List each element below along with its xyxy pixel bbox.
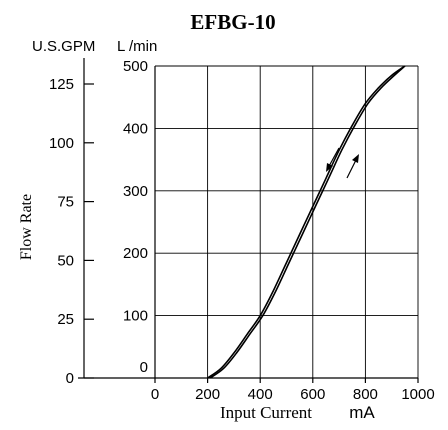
gpm-tick-label-75: 75 [57, 194, 74, 211]
x-tick-label-200: 200 [195, 386, 220, 403]
x-axis-label: Input Current [220, 403, 312, 422]
lmin-tick-label-100: 100 [123, 308, 148, 325]
lmin-tick-label-500: 500 [123, 58, 148, 75]
y-right-unit: L /min [117, 38, 157, 55]
gpm-tick-label-50: 50 [57, 252, 74, 269]
lmin-tick-label-400: 400 [123, 120, 148, 137]
series-line-2 [209, 65, 406, 379]
lmin-tick-label-200: 200 [123, 245, 148, 262]
lmin-tick-label-0: 0 [140, 359, 148, 376]
x-tick-label-1000: 1000 [401, 386, 434, 403]
x-tick-label-400: 400 [248, 386, 273, 403]
y-left-unit: U.S.GPM [32, 38, 95, 55]
decrease-direction-arrow [326, 147, 340, 172]
series-lines [207, 65, 406, 379]
gpm-tick-label-100: 100 [49, 135, 74, 152]
x-tick-label-0: 0 [151, 386, 159, 403]
grid-lines [155, 65, 418, 378]
y-tick-labels: 0 100 200 300 400 500 [123, 58, 148, 376]
gpm-tick-label-0: 0 [66, 370, 74, 387]
x-axis-unit: mA [349, 403, 375, 422]
gpm-tick-label-25: 25 [57, 311, 74, 328]
x-tick-label-800: 800 [353, 386, 378, 403]
chart-title: EFBG-10 [190, 10, 275, 34]
gpm-tick-label-125: 125 [49, 76, 74, 93]
plot-frame [78, 66, 419, 383]
lmin-tick-label-300: 300 [123, 183, 148, 200]
series-line-1 [207, 65, 406, 379]
x-tick-labels: 0 200 400 600 800 1000 [151, 386, 435, 403]
gpm-axis [83, 58, 94, 379]
y-axis-label: Flow Rate [18, 194, 35, 260]
x-tick-label-600: 600 [300, 386, 325, 403]
increase-direction-arrow [346, 154, 359, 179]
gpm-tick-labels: 0 25 50 75 100 125 [49, 76, 74, 387]
